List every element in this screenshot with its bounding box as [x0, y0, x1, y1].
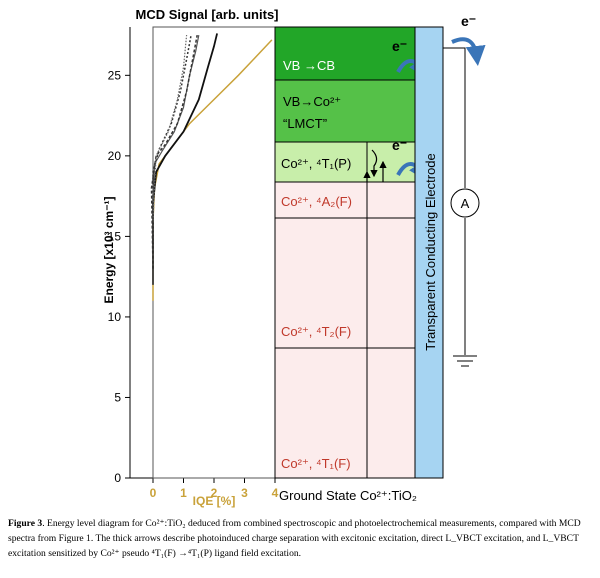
- y-tick-label: 15: [108, 229, 122, 243]
- mcd-curve: [152, 34, 200, 285]
- x-tick-label: 1: [180, 486, 187, 500]
- mcd-curve: [152, 34, 192, 253]
- caption-text: . Energy level diagram for Co²⁺:TiO₂ ded…: [8, 518, 581, 559]
- ammeter-label: A: [461, 196, 470, 211]
- x-tick-label: 3: [241, 486, 248, 500]
- level-box-a2f: [274, 181, 416, 219]
- level-box-t2f: [274, 217, 416, 349]
- y-tick-label: 5: [114, 390, 121, 404]
- circuit-wire: [443, 47, 466, 355]
- x-tick-label: 4: [272, 486, 279, 500]
- electrode-label: Transparent Conducting Electrode: [423, 153, 438, 351]
- iqe-curve: [152, 39, 273, 301]
- level-label-vb-co: VB→Co²⁺: [283, 94, 341, 109]
- mcd-panel-frame: [152, 26, 276, 479]
- electron-label-lmct: e⁻: [392, 137, 407, 153]
- level-label-t2f: Co²⁺, ⁴T₂(F): [281, 324, 351, 339]
- mcd-curve: [152, 33, 218, 285]
- y-tick-label: 25: [108, 68, 122, 82]
- y-tick-label: 0: [114, 471, 121, 485]
- electron-label-cb: e⁻: [392, 38, 407, 54]
- level-label-vb-cb: VB →CB: [283, 58, 335, 73]
- electrode-bar: [414, 26, 444, 479]
- level-box-t1f: [274, 347, 416, 479]
- level-box-lmct: [274, 79, 416, 143]
- level-label-lmct: “LMCT”: [283, 116, 327, 131]
- level-label-t1p: Co²⁺, ⁴T₁(P): [281, 156, 351, 171]
- x-axis-label: IQE [%]: [193, 494, 236, 508]
- mcd-title: MCD Signal [arb. units]: [136, 7, 279, 22]
- level-label-a2f: Co²⁺, ⁴A₂(F): [281, 194, 352, 209]
- ground-symbol-icon: [453, 355, 477, 367]
- x-tick-label: 2: [211, 486, 218, 500]
- relaxation-arrow: [370, 149, 378, 178]
- y-tick-label: 20: [108, 149, 122, 163]
- figure-caption: Figure 3. Energy level diagram for Co²⁺:…: [8, 516, 592, 561]
- electron-out-arrow: [451, 37, 486, 66]
- level-label-t1f: Co²⁺, ⁴T₁(F): [281, 456, 351, 471]
- y-tick-label: 10: [108, 310, 122, 324]
- level-box-t1p: [274, 141, 416, 183]
- energy-level-figure: MCD Signal [arb. units] Energy [x10³ cm⁻…: [102, 7, 486, 508]
- electron-label-circuit: e⁻: [461, 13, 476, 29]
- x-tick-label: 0: [150, 486, 157, 500]
- ammeter-icon: [450, 188, 480, 218]
- ground-state-label: Ground State Co²⁺:TiO₂: [279, 488, 417, 503]
- mcd-curve: [152, 35, 188, 221]
- caption-figure-number: Figure 3: [8, 518, 43, 529]
- y-axis-label: Energy [x10³ cm⁻¹]: [102, 196, 116, 303]
